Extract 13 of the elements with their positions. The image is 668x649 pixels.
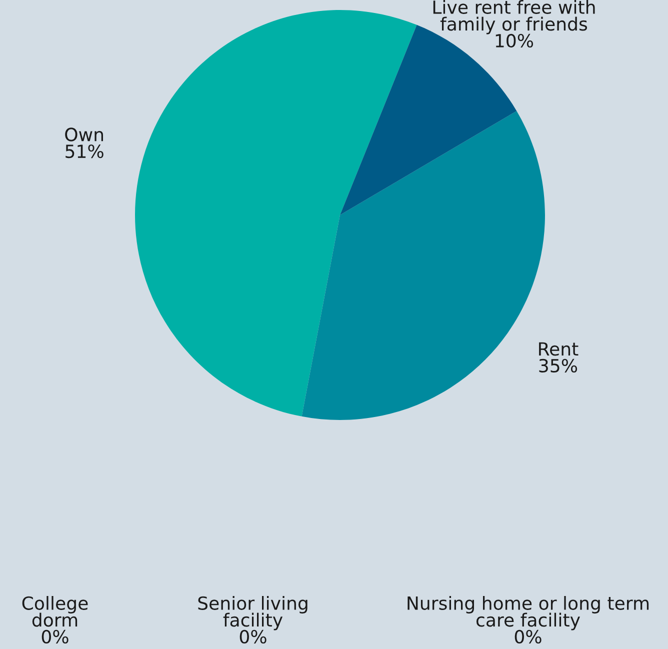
pie-slice xyxy=(135,10,417,416)
text: 0% xyxy=(514,630,542,644)
data-label: 35% xyxy=(539,358,578,373)
data-label: 51% xyxy=(66,144,104,158)
category-label: College dorm xyxy=(22,596,88,627)
slice-label: Own xyxy=(65,128,103,142)
category-label: Senior living facility xyxy=(198,596,308,630)
slice-label: Live rent free with family or friends xyxy=(433,0,595,34)
text: 0% xyxy=(42,630,68,644)
data-label: 10% xyxy=(496,34,534,48)
text: 0% xyxy=(240,630,266,644)
category-label: Nursing home or long term care facility xyxy=(408,596,649,630)
slice-label: Rent xyxy=(539,342,578,356)
